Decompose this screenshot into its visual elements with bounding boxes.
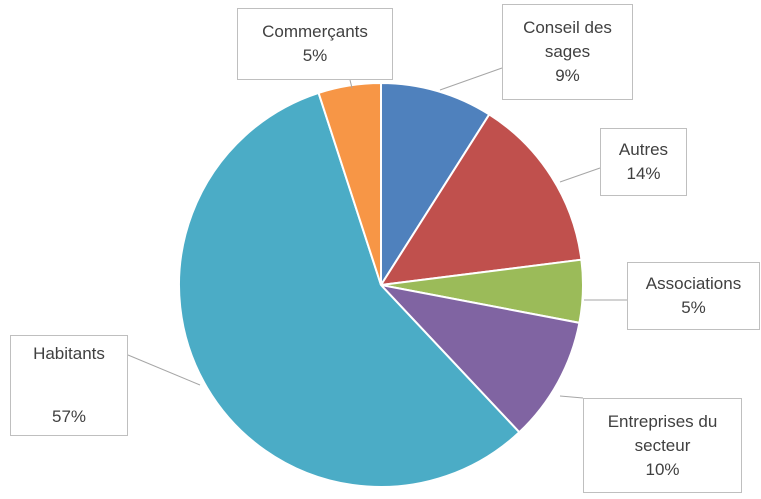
leader-line: [559, 395, 584, 399]
label-value: 14%: [626, 164, 661, 183]
leader-line: [349, 79, 353, 89]
label-category: Habitants: [33, 344, 105, 363]
label-category: Autres: [618, 140, 669, 159]
data-label: Commerçants 5%: [237, 8, 393, 80]
data-label: Habitants 57%: [10, 335, 128, 436]
pie-slice: [317, 81, 382, 286]
label-category: Associations: [645, 274, 742, 293]
leader-line: [127, 354, 201, 386]
label-category: Commerçants: [262, 22, 368, 41]
leader-line: [439, 67, 503, 91]
label-value: 57%: [51, 407, 87, 426]
label-value: 9%: [555, 66, 580, 85]
pie-slice: [380, 81, 491, 289]
pie-slice: [379, 113, 583, 287]
data-label: Conseil des sages 9%: [502, 4, 633, 100]
label-value: 10%: [645, 459, 680, 479]
leader-line: [559, 167, 601, 183]
label-category: Conseil des sages: [523, 18, 612, 61]
pie-slice: [178, 91, 521, 488]
data-label: Autres 14%: [600, 128, 687, 196]
label-category: Entreprises du secteur: [607, 411, 718, 455]
pie-slice: [378, 283, 581, 434]
data-label: Entreprises du secteur 10%: [583, 398, 742, 493]
label-value: 5%: [681, 298, 706, 317]
label-value: 5%: [302, 46, 328, 65]
data-label: Associations 5%: [627, 262, 760, 330]
